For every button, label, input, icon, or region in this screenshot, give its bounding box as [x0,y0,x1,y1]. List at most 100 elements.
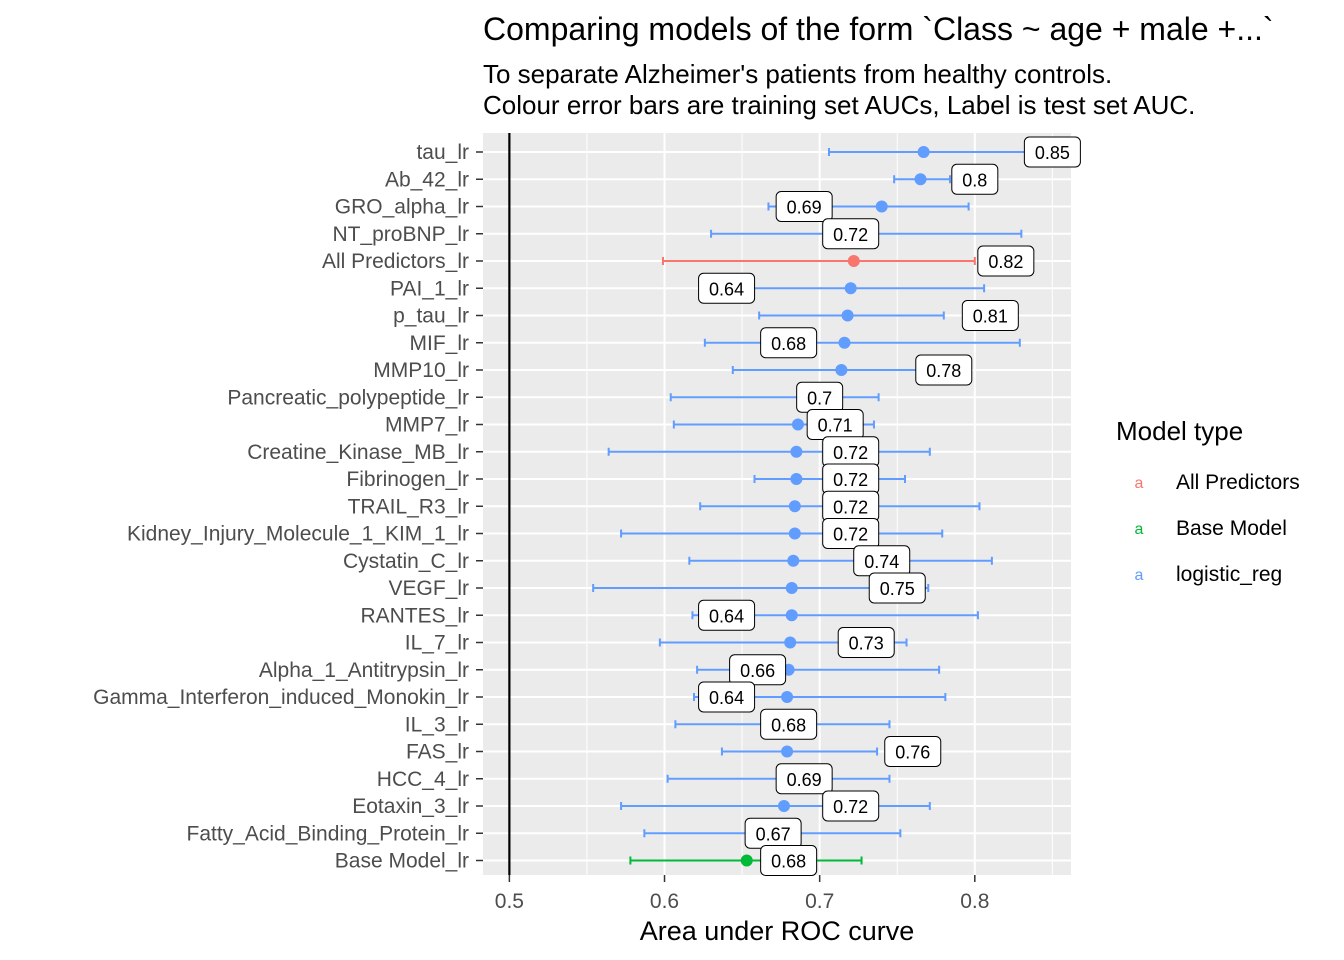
test-auc-label-text: 0.76 [895,743,930,763]
y-tick-label: TRAIL_R3_lr [348,495,469,518]
test-auc-label: 0.66 [729,654,787,686]
test-auc-label-text: 0.82 [988,252,1023,272]
y-tick-label: Fibrinogen_lr [346,468,469,491]
y-tick-label: Kidney_Injury_Molecule_1_KIM_1_lr [127,523,469,546]
auc-point [917,146,930,158]
test-auc-label: 0.71 [806,409,864,440]
auc-point [787,554,800,567]
auc-point [785,609,798,622]
test-auc-label-box [1023,136,1081,168]
auc-point [838,336,851,349]
test-auc-label-text: 0.72 [833,470,868,490]
x-tick-label: 0.7 [805,890,834,913]
test-auc-label: 0.64 [698,681,756,713]
test-auc-label-text: 0.68 [771,852,806,872]
test-auc-label: 0.69 [775,191,833,222]
auc-point [785,582,798,594]
y-tick-label: NT_proBNP_lr [332,223,469,246]
test-auc-label-text: 0.66 [740,661,775,681]
test-auc-label: 0.76 [884,736,942,767]
test-auc-label-text: 0.64 [709,279,744,299]
test-auc-label-box [977,245,1035,277]
y-tick-label: VEGF_lr [388,577,469,600]
test-auc-label: 0.72 [822,490,880,522]
test-auc-label: 0.72 [822,463,880,495]
test-auc-label-box [775,763,833,795]
legend-title: Model type [1116,416,1243,446]
test-auc-label: 0.74 [853,545,911,577]
test-auc-label-text: 0.64 [709,606,744,626]
auc-point [790,445,803,458]
y-axis: tau_lr Ab_42_lr GRO_alpha_lr NT_proBNP_lr Al… [93,141,483,873]
test-auc-label: 0.73 [837,627,895,658]
test-auc-label: 0.75 [868,572,926,604]
y-tick-label: Eotaxin_3_lr [352,795,469,818]
y-tick-label: MMP10_lr [373,359,469,382]
test-auc-label-text: 0.71 [818,416,853,436]
y-tick-label: MIF_lr [410,332,470,355]
y-tick-label: RANTES_lr [360,604,469,627]
test-auc-label-box [961,300,1019,331]
test-auc-label-box [729,654,787,686]
auc-point [844,282,857,295]
y-tick-label: Alpha_1_Antitrypsin_lr [259,659,469,682]
test-auc-label-box [698,599,756,631]
auc-point [788,527,801,540]
test-auc-label-box [951,163,999,195]
test-auc-label-text: 0.72 [833,797,868,817]
auc-point [777,800,790,812]
legend-key: a [1135,475,1144,492]
y-tick-label: Cystatin_C_lr [343,550,469,573]
test-auc-label: 0.72 [822,790,880,822]
test-auc-label-text: 0.64 [709,688,744,708]
y-tick-label: PAI_1_lr [390,277,469,300]
test-auc-label-text: 0.68 [771,715,806,735]
test-auc-label: 0.72 [822,518,880,549]
test-auc-label-box [868,572,926,604]
y-tick-label: Creatine_Kinase_MB_lr [247,441,469,464]
chart-subtitle-line-1: To separate Alzheimer's patients from he… [483,59,1112,89]
test-auc-label: 0.81 [961,300,1019,331]
test-auc-label: 0.67 [744,817,802,849]
y-tick-label: Base Model_lr [335,850,469,873]
test-auc-label-box [775,191,833,222]
test-auc-label-box [915,354,973,386]
test-auc-label: 0.8 [951,163,999,195]
test-auc-label-text: 0.85 [1035,143,1070,163]
test-auc-label-text: 0.72 [833,497,868,517]
test-auc-label-box [837,627,895,658]
test-auc-label-text: 0.73 [849,634,884,654]
y-tick-label: FAS_lr [406,741,469,764]
y-tick-label: GRO_alpha_lr [335,196,469,219]
legend-label: All Predictors [1176,471,1300,494]
test-auc-label-box [760,845,818,876]
test-auc-label-box [698,272,756,304]
auc-point [835,364,848,376]
legend-key: a [1135,521,1144,538]
auc-point [781,691,794,703]
test-auc-labels: 0.85 0.8 0.69 0.72 0.82 0.64 0.81 0.68 0.78 0.7 0.… [698,136,1081,876]
test-auc-label-text: 0.81 [973,307,1008,327]
test-auc-label-box [760,327,818,359]
auc-point [914,173,927,186]
x-axis: 0.5 0.6 0.7 0.8 [495,875,989,913]
test-auc-label-box [760,708,818,740]
y-tick-label: Pancreatic_polypeptide_lr [227,386,469,409]
x-tick-label: 0.8 [960,890,989,913]
test-auc-label: 0.64 [698,272,756,304]
test-auc-label-box [822,518,880,549]
test-auc-label-text: 0.69 [787,198,822,218]
y-tick-label: IL_7_lr [405,632,469,655]
test-auc-label-text: 0.78 [926,361,961,381]
legend-label: logistic_reg [1176,563,1282,586]
x-tick-label: 0.5 [495,890,524,913]
legend-key: a [1135,567,1144,584]
auc-point [791,418,804,431]
auc-point [847,255,860,267]
y-tick-label: Gamma_Interferon_induced_Monokin_lr [93,686,469,709]
chart-subtitle-line-2: Colour error bars are training set AUCs,… [483,90,1195,120]
test-auc-label-text: 0.68 [771,334,806,354]
chart-title: Comparing models of the form `Class ~ ag… [483,11,1274,47]
auc-point [790,473,803,485]
